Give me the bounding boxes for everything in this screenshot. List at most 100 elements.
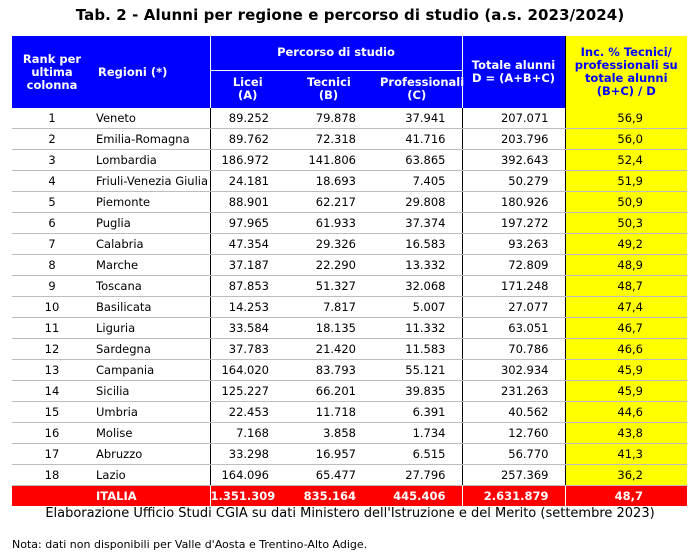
rank-cell: 14: [12, 380, 92, 402]
inc-cell: 48,9: [564, 254, 687, 276]
totale-cell: 180.926: [461, 191, 565, 213]
inc-cell: 52,4: [564, 149, 687, 171]
professionali-cell: 32.068: [372, 275, 462, 297]
professionali-cell: 11.583: [372, 338, 462, 360]
licei-cell: 33.584: [209, 317, 285, 339]
table-row: 18 Lazio 164.096 65.477 27.796 257.369 36,2: [12, 464, 687, 486]
professionali-cell: 6.391: [372, 401, 462, 423]
region-cell: Sicilia: [92, 380, 210, 402]
tecnici-cell: 72.318: [285, 128, 372, 150]
total-totale-cell: 2.631.879: [461, 485, 565, 506]
licei-cell: 47.354: [209, 233, 285, 255]
region-cell: Basilicata: [92, 296, 210, 318]
header-tecnici: Tecnici (B): [285, 70, 372, 108]
licei-cell: 24.181: [209, 170, 285, 192]
tecnici-cell: 51.327: [285, 275, 372, 297]
tecnici-cell: 65.477: [285, 464, 372, 486]
tecnici-cell: 7.817: [285, 296, 372, 318]
region-cell: Puglia: [92, 212, 210, 234]
table-title: Tab. 2 - Alunni per regione e percorso d…: [75, 6, 625, 24]
inc-cell: 50,3: [564, 212, 687, 234]
region-cell: Veneto: [92, 108, 210, 129]
totale-cell: 50.279: [461, 170, 565, 192]
tecnici-cell: 18.693: [285, 170, 372, 192]
rank-cell: 18: [12, 464, 92, 486]
professionali-cell: 37.374: [372, 212, 462, 234]
rank-cell: 2: [12, 128, 92, 150]
region-cell: Lazio: [92, 464, 210, 486]
inc-cell: 46,6: [564, 338, 687, 360]
professionali-cell: 7.405: [372, 170, 462, 192]
totale-cell: 56.770: [461, 443, 565, 465]
students-table: Rank per ultima colonna Regioni (*) Perc…: [12, 36, 687, 506]
inc-cell: 50,9: [564, 191, 687, 213]
totale-cell: 70.786: [461, 338, 565, 360]
inc-cell: 45,9: [564, 380, 687, 402]
licei-cell: 14.253: [209, 296, 285, 318]
table-row: 3 Lombardia 186.972 141.806 63.865 392.643 52,…: [12, 149, 687, 171]
table-row: 8 Marche 37.187 22.290 13.332 72.809 48,9: [12, 254, 687, 276]
region-cell: Piemonte: [92, 191, 210, 213]
header-professionali: Professionali (C): [372, 70, 464, 108]
total-licei-cell: 1.351.309: [209, 485, 285, 506]
header-inc: Inc. % Tecnici/ professionali su totale …: [564, 36, 687, 108]
tecnici-cell: 18.135: [285, 317, 372, 339]
region-cell: Campania: [92, 359, 210, 381]
inc-cell: 41,3: [564, 443, 687, 465]
rank-cell: 6: [12, 212, 92, 234]
inc-cell: 49,2: [564, 233, 687, 255]
table-row: 5 Piemonte 88.901 62.217 29.808 180.926 50,9: [12, 191, 687, 213]
inc-cell: 46,7: [564, 317, 687, 339]
totale-cell: 197.272: [461, 212, 565, 234]
region-cell: Umbria: [92, 401, 210, 423]
licei-cell: 7.168: [209, 422, 285, 444]
region-cell: Marche: [92, 254, 210, 276]
table-row: 2 Emilia-Romagna 89.762 72.318 41.716 203.796…: [12, 128, 687, 150]
header-rank: Rank per ultima colonna: [12, 36, 92, 108]
rank-cell: 3: [12, 149, 92, 171]
totale-cell: 27.077: [461, 296, 565, 318]
totale-cell: 257.369: [461, 464, 565, 486]
professionali-cell: 6.515: [372, 443, 462, 465]
total-row: ITALIA 1.351.309 835.164 445.406 2.631.879 48…: [12, 485, 687, 506]
table-row: 9 Toscana 87.853 51.327 32.068 171.248 48,7: [12, 275, 687, 297]
licei-cell: 87.853: [209, 275, 285, 297]
rank-cell: 4: [12, 170, 92, 192]
totale-cell: 40.562: [461, 401, 565, 423]
header-percorso: Percorso di studio: [209, 36, 462, 71]
professionali-cell: 13.332: [372, 254, 462, 276]
professionali-cell: 11.332: [372, 317, 462, 339]
licei-cell: 89.252: [209, 108, 285, 129]
region-cell: Toscana: [92, 275, 210, 297]
inc-cell: 36,2: [564, 464, 687, 486]
totale-cell: 203.796: [461, 128, 565, 150]
totale-cell: 93.263: [461, 233, 565, 255]
inc-cell: 43,8: [564, 422, 687, 444]
tecnici-cell: 66.201: [285, 380, 372, 402]
rank-cell: 8: [12, 254, 92, 276]
tecnici-cell: 141.806: [285, 149, 372, 171]
table-row: 4 Friuli-Venezia Giulia 24.181 18.693 7.405 5…: [12, 170, 687, 192]
professionali-cell: 39.835: [372, 380, 462, 402]
rank-cell: 16: [12, 422, 92, 444]
table-row: 16 Molise 7.168 3.858 1.734 12.760 43,8: [12, 422, 687, 444]
professionali-cell: 27.796: [372, 464, 462, 486]
region-cell: Lombardia: [92, 149, 210, 171]
totale-cell: 392.643: [461, 149, 565, 171]
inc-cell: 47,4: [564, 296, 687, 318]
inc-cell: 56,9: [564, 108, 687, 129]
region-cell: Liguria: [92, 317, 210, 339]
inc-cell: 44,6: [564, 401, 687, 423]
tecnici-cell: 21.420: [285, 338, 372, 360]
tecnici-cell: 22.290: [285, 254, 372, 276]
licei-cell: 164.096: [209, 464, 285, 486]
inc-cell: 45,9: [564, 359, 687, 381]
licei-cell: 33.298: [209, 443, 285, 465]
header-regioni: Regioni (*): [92, 36, 210, 108]
table-row: 7 Calabria 47.354 29.326 16.583 93.263 49,2: [12, 233, 687, 255]
region-cell: Sardegna: [92, 338, 210, 360]
professionali-cell: 1.734: [372, 422, 462, 444]
source-text: Elaborazione Ufficio Studi CGIA su dati …: [45, 506, 655, 521]
licei-cell: 37.783: [209, 338, 285, 360]
rank-cell: 5: [12, 191, 92, 213]
